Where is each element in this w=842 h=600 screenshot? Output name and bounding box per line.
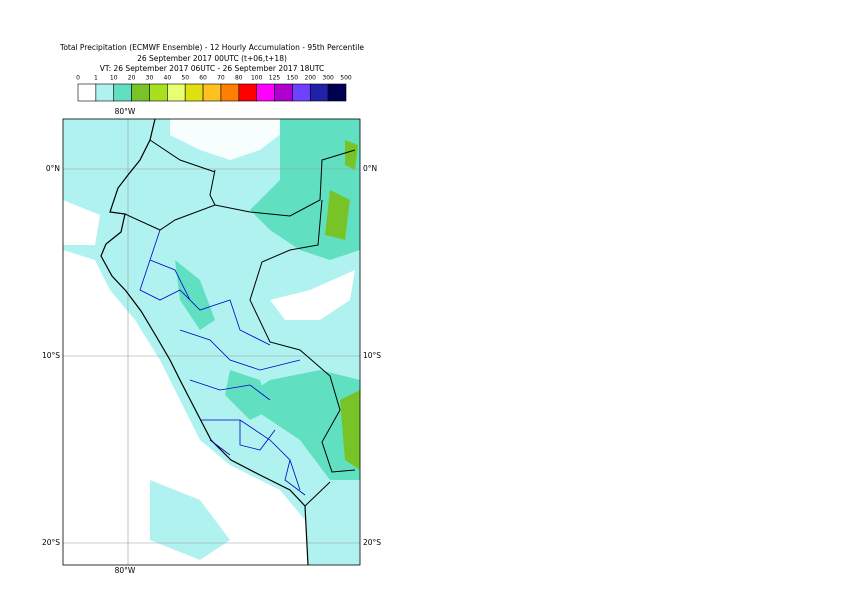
- legend-label: 300: [322, 75, 334, 82]
- legend-swatch: [113, 83, 132, 102]
- title-line: Total Precipitation (ECMWF Ensemble) - 1…: [59, 43, 364, 52]
- border: [124, 139, 356, 507]
- legend-label: 500: [340, 75, 352, 82]
- legend-swatch: [95, 83, 115, 102]
- legend-swatch: [77, 83, 97, 102]
- lat-label: 10°S: [42, 351, 60, 360]
- legend-label: 70: [217, 75, 225, 82]
- legend-label: 10: [110, 75, 118, 82]
- legend-label: 30: [146, 75, 154, 82]
- legend-label: 80: [235, 75, 243, 82]
- wet-area: [240, 370, 360, 480]
- legend: 0 1 10 20 30 40 50 60 70 80 100 125 150 200 300 500: [76, 75, 352, 102]
- legend-label: 60: [199, 75, 207, 82]
- legend-swatch: [256, 83, 275, 102]
- dry-area: [170, 119, 300, 160]
- legend-label: 150: [287, 75, 299, 82]
- legend-swatch: [184, 83, 204, 102]
- dry-area: [63, 200, 100, 245]
- lon-label: 80°W: [115, 107, 136, 116]
- heavier-area: [325, 140, 360, 470]
- map-frame: [62, 118, 361, 566]
- legend-label: 1: [94, 75, 98, 82]
- dry-area: [270, 270, 355, 320]
- legend-label: 200: [305, 75, 317, 82]
- legend-swatch: [167, 83, 186, 102]
- legend-swatch: [327, 83, 347, 102]
- lat-label: 0°N: [363, 164, 377, 173]
- legend-swatch: [149, 83, 168, 102]
- legend-label: 125: [269, 75, 281, 82]
- lon-label: 80°W: [115, 566, 136, 575]
- lat-label: 10°S: [363, 351, 381, 360]
- legend-swatch: [220, 83, 240, 102]
- lat-label: 20°S: [42, 538, 60, 547]
- legend-label: 50: [181, 75, 189, 82]
- legend-swatch: [238, 83, 257, 102]
- dry-area: [63, 250, 308, 565]
- legend-swatch: [131, 83, 150, 102]
- wet-area: [150, 480, 230, 560]
- legend-label: 100: [251, 75, 263, 82]
- legend-label: 0: [76, 75, 80, 82]
- title-line: 26 September 2017 00UTC (t+06,t+18): [137, 54, 287, 63]
- lat-label: 0°N: [46, 164, 60, 173]
- coastline: [100, 118, 309, 566]
- legend-label: 40: [164, 75, 172, 82]
- legend-swatch: [274, 83, 293, 102]
- map: [62, 118, 361, 566]
- legend-swatch: [309, 83, 329, 102]
- lat-label: 20°S: [363, 538, 381, 547]
- legend-swatch: [202, 83, 222, 102]
- wet-area: [175, 260, 270, 420]
- title-line: VT: 26 September 2017 06UTC - 26 Septemb…: [100, 64, 325, 73]
- legend-label: 20: [128, 75, 136, 82]
- legend-swatch: [292, 83, 311, 102]
- region-border: [139, 229, 306, 496]
